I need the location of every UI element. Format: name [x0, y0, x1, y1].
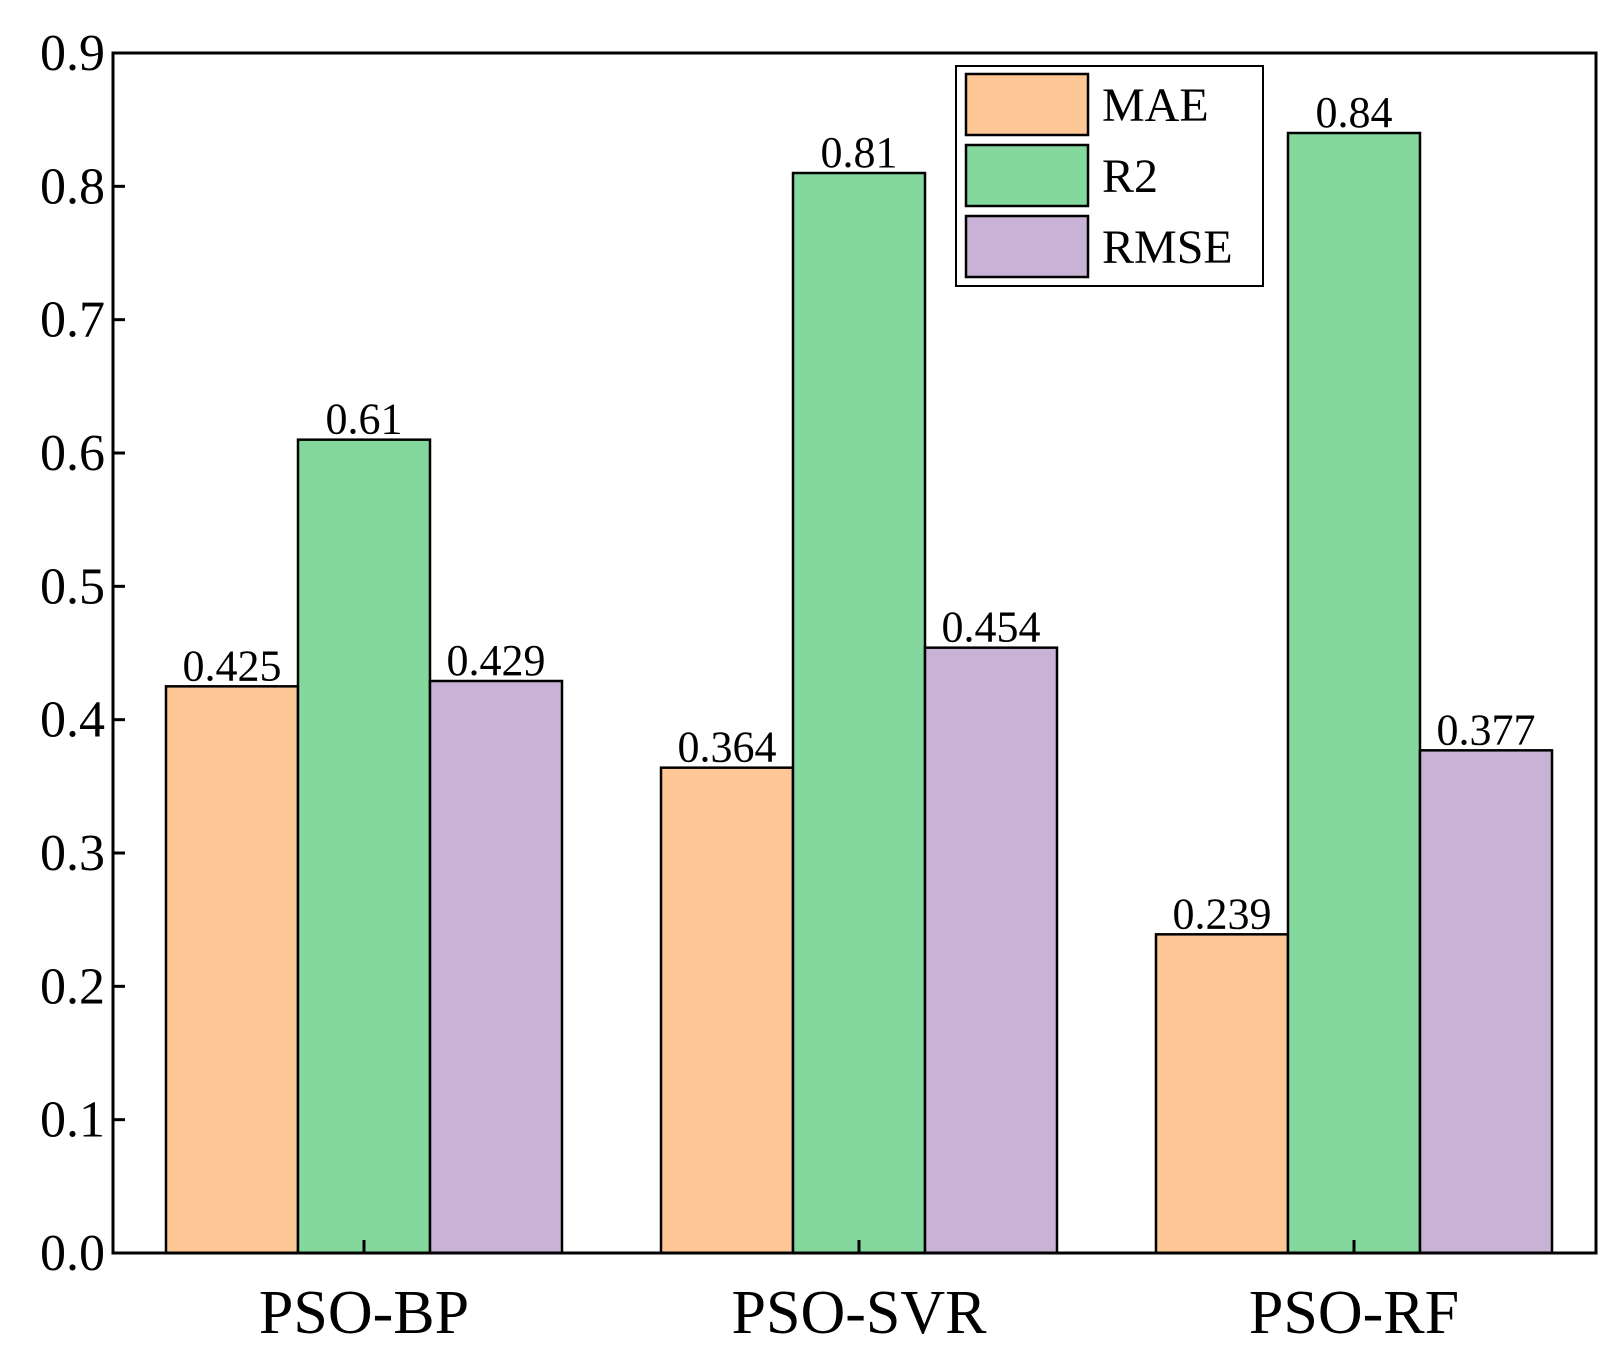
x-tick-label-pso-rf: PSO-RF — [1249, 1279, 1459, 1347]
y-tick-label-0.4: 0.4 — [40, 692, 105, 749]
data-label-rmse-pso-rf: 0.377 — [1437, 705, 1536, 754]
bar-mae-pso-bp — [164, 685, 300, 1255]
x-tick-label-pso-svr: PSO-SVR — [732, 1279, 988, 1347]
bar-r2-pso-svr — [791, 171, 927, 1255]
data-label-r2-pso-svr: 0.81 — [821, 128, 898, 177]
y-tick-label-0.7: 0.7 — [40, 292, 105, 349]
data-label-r2-pso-bp: 0.61 — [326, 395, 403, 444]
plot-frame — [111, 51, 1598, 1255]
legend-swatch-mae — [964, 72, 1090, 137]
data-label-rmse-pso-svr: 0.454 — [942, 603, 1041, 652]
legend-label-rmse: RMSE — [1102, 221, 1233, 274]
bar-mae-pso-svr — [659, 766, 795, 1255]
y-tick-label-0.2: 0.2 — [40, 958, 105, 1015]
legend-swatch-rmse — [964, 214, 1090, 279]
y-tick-label-0.0: 0.0 — [40, 1225, 105, 1282]
bar-mae-pso-rf — [1154, 933, 1290, 1255]
data-label-r2-pso-rf: 0.84 — [1316, 88, 1393, 137]
legend-label-mae: MAE — [1102, 79, 1209, 132]
y-tick-label-0.1: 0.1 — [40, 1092, 105, 1149]
data-label-mae-pso-svr: 0.364 — [678, 723, 777, 772]
x-tick-label-pso-bp: PSO-BP — [259, 1279, 469, 1347]
data-label-mae-pso-rf: 0.239 — [1173, 889, 1272, 938]
bar-r2-pso-bp — [296, 438, 432, 1255]
data-label-mae-pso-bp: 0.425 — [183, 641, 282, 690]
legend-label-r2: R2 — [1102, 150, 1158, 203]
bar-rmse-pso-bp — [428, 679, 564, 1255]
legend-swatch-r2 — [964, 143, 1090, 208]
data-label-rmse-pso-bp: 0.429 — [447, 636, 546, 685]
y-tick-label-0.5: 0.5 — [40, 558, 105, 615]
bar-rmse-pso-svr — [923, 646, 1059, 1255]
y-tick-label-0.6: 0.6 — [40, 425, 105, 482]
y-tick-label-0.8: 0.8 — [40, 158, 105, 215]
bar-rmse-pso-rf — [1418, 749, 1554, 1255]
bar-r2-pso-rf — [1286, 131, 1422, 1255]
y-tick-label-0.9: 0.9 — [40, 25, 105, 82]
y-tick-label-0.3: 0.3 — [40, 825, 105, 882]
